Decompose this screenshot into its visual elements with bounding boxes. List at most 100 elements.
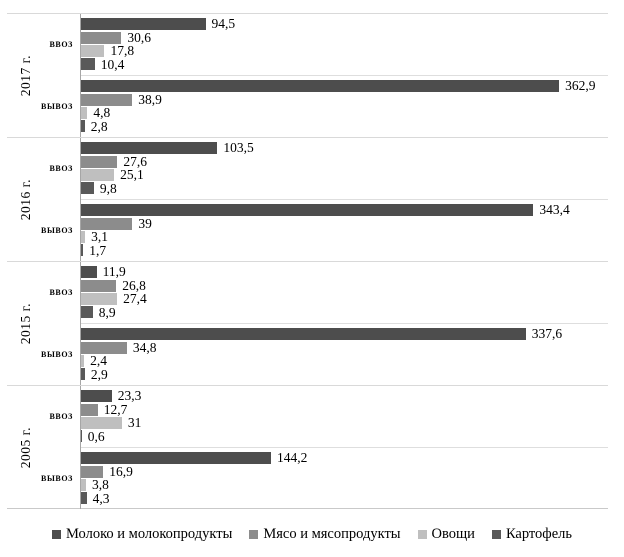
bar-value-label: 26,8 bbox=[122, 277, 146, 293]
bar-value-label: 144,2 bbox=[276, 450, 308, 466]
bar-2 bbox=[81, 217, 133, 230]
flow-axis-label: ввоз bbox=[49, 412, 73, 422]
bar-3 bbox=[81, 292, 118, 305]
plot-area: 2017 г. ввоз вывоз 94,5 30,6 17,8 10,4 362,9 38,… bbox=[7, 13, 608, 509]
flow-axis-label-box: ввоз bbox=[45, 386, 80, 448]
bar-3 bbox=[81, 478, 86, 491]
bar-row: 144,2 bbox=[81, 450, 608, 466]
bar-value-label: 2,8 bbox=[90, 118, 108, 134]
year-group: 2005 г. ввоз вывоз 23,3 12,7 31 0,6 144,2 16,9 3,… bbox=[7, 385, 608, 509]
bar-1 bbox=[81, 204, 534, 217]
legend-item: Мясо и мясопродукты bbox=[249, 526, 401, 543]
bar-row: 25,1 bbox=[81, 167, 608, 183]
flow-axis-label-box: вывоз bbox=[41, 448, 80, 510]
bar-row: 343,4 bbox=[81, 202, 608, 218]
flow-axis-label: ввоз bbox=[49, 40, 73, 50]
bar-2 bbox=[81, 31, 122, 44]
bar-subgroup: 11,9 26,8 27,4 8,9 bbox=[81, 262, 608, 324]
bar-value-label: 3,8 bbox=[92, 477, 109, 493]
bar-1 bbox=[81, 266, 97, 279]
bar-value-label: 27,6 bbox=[123, 153, 147, 169]
flow-axis-label: вывоз bbox=[41, 349, 73, 359]
bars-column: 94,5 30,6 17,8 10,4 362,9 38,9 4,8 2,8 bbox=[80, 14, 608, 137]
bar-value-label: 343,4 bbox=[539, 202, 570, 218]
bar-row: 337,6 bbox=[81, 326, 608, 342]
bar-value-label: 31 bbox=[127, 415, 142, 431]
flow-axis-label-box: вывоз bbox=[41, 200, 80, 262]
year-axis-label: 2016 г. bbox=[18, 178, 33, 221]
bar-3 bbox=[81, 230, 86, 243]
bar-row: 3,8 bbox=[81, 477, 608, 493]
bar-value-label: 17,8 bbox=[110, 43, 135, 59]
legend-item: Картофель bbox=[491, 526, 572, 543]
bar-value-label: 38,9 bbox=[138, 91, 162, 107]
legend-label: Мясо и мясопродукты bbox=[263, 526, 401, 542]
bar-row: 2,8 bbox=[81, 118, 608, 134]
year-group: 2016 г. ввоз вывоз 103,5 27,6 25,1 9,8 343,4 39 3… bbox=[7, 137, 608, 261]
year-group: 2015 г. ввоз вывоз 11,9 26,8 27,4 8,9 337,6 34,8… bbox=[7, 261, 608, 385]
legend-swatch bbox=[417, 530, 427, 539]
flow-axis-label-box: ввоз bbox=[45, 262, 80, 324]
year-axis-cell: 2016 г. bbox=[7, 138, 45, 261]
bar-2 bbox=[81, 279, 117, 292]
bar-2 bbox=[81, 465, 104, 478]
bar-row: 2,4 bbox=[81, 354, 608, 367]
legend: Молоко и молокопродукты Мясо и мясопродук… bbox=[0, 526, 624, 543]
bar-3 bbox=[81, 416, 122, 429]
bar-2 bbox=[81, 93, 133, 106]
bar-value-label: 9,8 bbox=[99, 180, 117, 196]
flow-axis-label-box: ввоз bbox=[45, 14, 80, 76]
flow-axis-label-box: ввоз bbox=[45, 138, 80, 200]
bar-row: 4,3 bbox=[81, 492, 608, 505]
bar-row: 27,4 bbox=[81, 292, 608, 305]
flow-axis-cell: ввоз вывоз bbox=[41, 14, 80, 137]
flow-axis-cell: ввоз вывоз bbox=[41, 386, 80, 510]
bar-subgroup: 144,2 16,9 3,8 4,3 bbox=[81, 448, 608, 510]
flow-axis-label: вывоз bbox=[41, 473, 73, 483]
year-axis-cell: 2017 г. bbox=[7, 14, 45, 137]
flow-axis-label-box: вывоз bbox=[41, 324, 80, 386]
bar-subgroup: 343,4 39 3,1 1,7 bbox=[81, 200, 608, 262]
year-axis-label: 2005 г. bbox=[18, 426, 33, 469]
bar-subgroup: 337,6 34,8 2,4 2,9 bbox=[81, 324, 608, 386]
bar-row: 12,7 bbox=[81, 401, 608, 417]
year-axis-label: 2017 г. bbox=[18, 54, 33, 97]
bar-value-label: 337,6 bbox=[531, 326, 563, 342]
legend-item: Молоко и молокопродукты bbox=[52, 526, 232, 543]
bar-row: 26,8 bbox=[81, 277, 608, 293]
flow-axis-label: вывоз bbox=[41, 225, 73, 235]
bar-row: 31 bbox=[81, 415, 608, 431]
bar-1 bbox=[81, 142, 218, 155]
legend-swatch bbox=[249, 530, 259, 539]
bar-value-label: 1,7 bbox=[89, 242, 107, 258]
bar-value-label: 12,7 bbox=[103, 401, 128, 417]
bar-4 bbox=[81, 430, 82, 443]
bar-value-label: 23,3 bbox=[117, 388, 142, 404]
legend-swatch bbox=[491, 530, 501, 539]
bar-1 bbox=[81, 390, 112, 403]
bar-subgroup: 23,3 12,7 31 0,6 bbox=[81, 386, 608, 448]
bar-row: 9,8 bbox=[81, 180, 608, 196]
bars-column: 11,9 26,8 27,4 8,9 337,6 34,8 2,4 2,9 bbox=[80, 262, 608, 385]
bar-row: 34,8 bbox=[81, 341, 608, 354]
bar-1 bbox=[81, 452, 271, 465]
bar-value-label: 39 bbox=[138, 215, 152, 231]
bar-row: 23,3 bbox=[81, 388, 608, 404]
flow-axis-label: ввоз bbox=[49, 164, 73, 174]
bar-row: 27,6 bbox=[81, 153, 608, 169]
bar-4 bbox=[81, 120, 85, 133]
bar-value-label: 25,1 bbox=[120, 167, 144, 183]
bar-value-label: 16,9 bbox=[109, 463, 133, 479]
bar-value-label: 30,6 bbox=[127, 29, 151, 45]
flow-axis-label: ввоз bbox=[49, 288, 73, 298]
bar-row: 362,9 bbox=[81, 79, 608, 93]
bar-3 bbox=[81, 168, 115, 181]
bar-subgroup: 94,5 30,6 17,8 10,4 bbox=[81, 14, 608, 76]
bars-column: 103,5 27,6 25,1 9,8 343,4 39 3,1 1,7 bbox=[80, 138, 608, 261]
bar-3 bbox=[81, 354, 85, 367]
bar-1 bbox=[81, 80, 560, 93]
bar-4 bbox=[81, 368, 85, 381]
bar-2 bbox=[81, 341, 127, 354]
bar-4 bbox=[81, 58, 95, 71]
